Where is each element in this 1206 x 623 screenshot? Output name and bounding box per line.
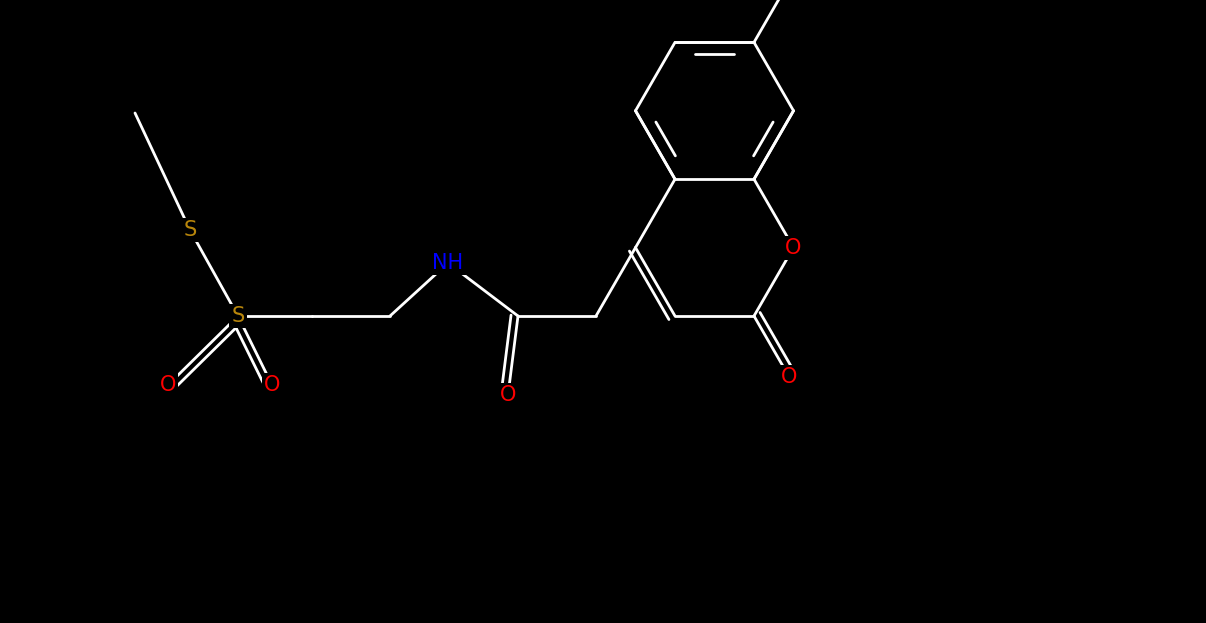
Text: O: O <box>785 237 802 257</box>
Text: O: O <box>780 366 797 387</box>
Text: O: O <box>499 385 516 405</box>
Text: S: S <box>183 220 197 240</box>
Text: S: S <box>232 306 245 326</box>
Text: O: O <box>160 375 176 395</box>
Text: NH: NH <box>433 253 463 273</box>
Text: O: O <box>264 375 280 395</box>
